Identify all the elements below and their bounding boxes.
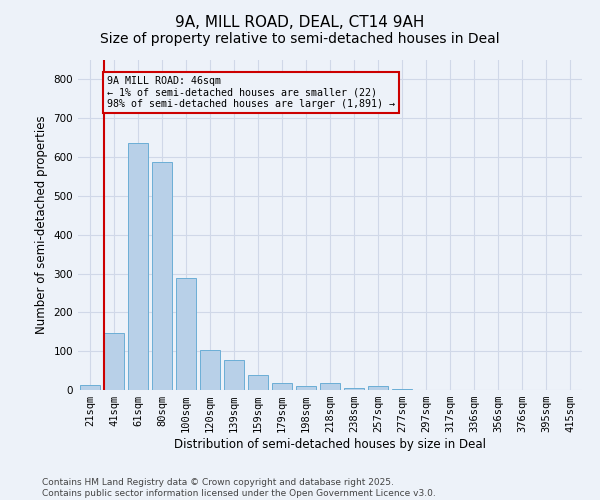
Bar — [224, 360, 244, 390]
Bar — [344, 388, 364, 390]
Bar — [104, 332, 124, 390]
Bar — [128, 144, 148, 390]
Text: Size of property relative to semi-detached houses in Deal: Size of property relative to semi-detach… — [100, 32, 500, 46]
Bar — [152, 162, 172, 390]
Text: Contains HM Land Registry data © Crown copyright and database right 2025.
Contai: Contains HM Land Registry data © Crown c… — [42, 478, 436, 498]
Bar — [248, 375, 268, 390]
Text: 9A MILL ROAD: 46sqm
← 1% of semi-detached houses are smaller (22)
98% of semi-de: 9A MILL ROAD: 46sqm ← 1% of semi-detache… — [107, 76, 395, 108]
Bar — [200, 350, 220, 390]
Text: 9A, MILL ROAD, DEAL, CT14 9AH: 9A, MILL ROAD, DEAL, CT14 9AH — [175, 15, 425, 30]
Bar — [80, 386, 100, 390]
Bar — [320, 384, 340, 390]
Y-axis label: Number of semi-detached properties: Number of semi-detached properties — [35, 116, 48, 334]
Bar — [176, 278, 196, 390]
Bar — [368, 386, 388, 390]
Bar — [392, 389, 412, 390]
X-axis label: Distribution of semi-detached houses by size in Deal: Distribution of semi-detached houses by … — [174, 438, 486, 451]
Bar — [296, 386, 316, 390]
Bar — [272, 384, 292, 390]
